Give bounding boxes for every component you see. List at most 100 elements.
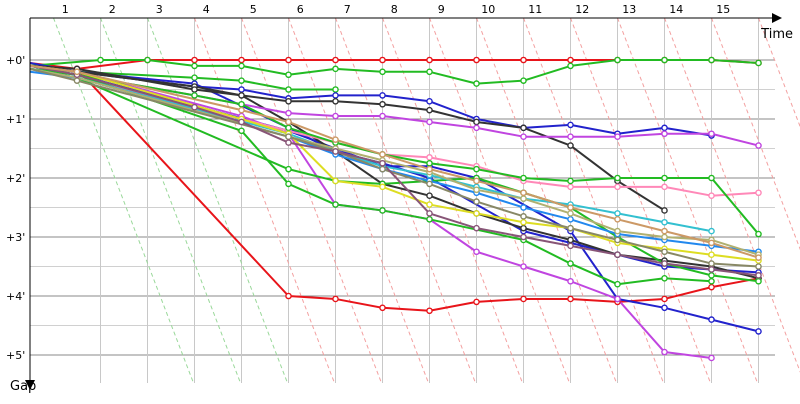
lap-reference-line (759, 18, 800, 383)
data-point (380, 208, 385, 213)
data-point (474, 57, 479, 62)
lap-reference-line (195, 18, 335, 383)
data-point (333, 87, 338, 92)
data-point (521, 78, 526, 83)
data-point (568, 217, 573, 222)
data-point (333, 137, 338, 142)
data-point (333, 57, 338, 62)
y-tick-label: +3' (6, 231, 25, 244)
data-point (239, 87, 244, 92)
data-point (239, 119, 244, 124)
data-point (709, 175, 714, 180)
axes-layer: Time Gap (10, 13, 793, 394)
data-point (521, 196, 526, 201)
data-point (380, 152, 385, 157)
data-point (286, 140, 291, 145)
data-point (333, 296, 338, 301)
data-point (474, 178, 479, 183)
data-point (568, 237, 573, 242)
data-point (239, 102, 244, 107)
data-point (709, 273, 714, 278)
x-tick-label: 2 (109, 3, 116, 16)
data-point (333, 66, 338, 71)
data-point (521, 57, 526, 62)
data-point (286, 167, 291, 172)
data-point (286, 134, 291, 139)
x-tick-label: 15 (716, 3, 730, 16)
data-point (521, 226, 526, 231)
lap-reference-line (712, 18, 800, 383)
data-point (427, 167, 432, 172)
data-point (239, 108, 244, 113)
y-tick-label: +4' (6, 290, 25, 303)
data-point (286, 181, 291, 186)
data-point (568, 279, 573, 284)
data-point (427, 308, 432, 313)
data-point (239, 57, 244, 62)
data-point (286, 119, 291, 124)
data-point (615, 175, 620, 180)
data-point (521, 134, 526, 139)
data-point (192, 57, 197, 62)
data-point (615, 296, 620, 301)
data-point (662, 249, 667, 254)
data-point (521, 175, 526, 180)
data-point (286, 72, 291, 77)
x-tick-label: 10 (481, 3, 495, 16)
data-point (74, 69, 79, 74)
data-point (192, 93, 197, 98)
data-point (286, 111, 291, 116)
data-point (521, 214, 526, 219)
data-point (427, 155, 432, 160)
data-point (74, 78, 79, 83)
data-point (568, 122, 573, 127)
x-axis-title: Time (760, 27, 793, 42)
data-point (615, 252, 620, 257)
data-point (756, 231, 761, 236)
data-point (662, 229, 667, 234)
data-point (380, 161, 385, 166)
data-point (427, 69, 432, 74)
y-axis-title: Gap (10, 379, 36, 394)
lap-reference-line (571, 18, 711, 383)
data-point (474, 199, 479, 204)
lap-reference-line (101, 18, 241, 383)
data-point (380, 167, 385, 172)
data-point (427, 119, 432, 124)
data-point (615, 134, 620, 139)
lap-reference-line (618, 18, 758, 383)
series-line (30, 60, 759, 69)
data-point (662, 276, 667, 281)
data-point (568, 261, 573, 266)
data-point (662, 305, 667, 310)
data-point (427, 181, 432, 186)
data-point (474, 81, 479, 86)
y-tick-label: +5' (6, 349, 25, 362)
data-point (474, 167, 479, 172)
data-point (709, 57, 714, 62)
data-point (709, 131, 714, 136)
x-tick-label: 4 (203, 3, 210, 16)
data-point (474, 211, 479, 216)
data-point (709, 285, 714, 290)
data-point (474, 119, 479, 124)
data-point (568, 226, 573, 231)
data-point (662, 125, 667, 130)
data-point (192, 87, 197, 92)
data-point (709, 261, 714, 266)
data-point (380, 93, 385, 98)
x-tick-label: 12 (575, 3, 589, 16)
data-point (662, 184, 667, 189)
data-point (568, 57, 573, 62)
data-point (286, 87, 291, 92)
x-tick-label: 8 (391, 3, 398, 16)
data-point (474, 226, 479, 231)
x-tick-label: 7 (344, 3, 351, 16)
data-point (286, 57, 291, 62)
data-point (709, 317, 714, 322)
data-point (474, 187, 479, 192)
series-line (30, 66, 759, 311)
series-line (30, 72, 759, 252)
data-point (615, 184, 620, 189)
